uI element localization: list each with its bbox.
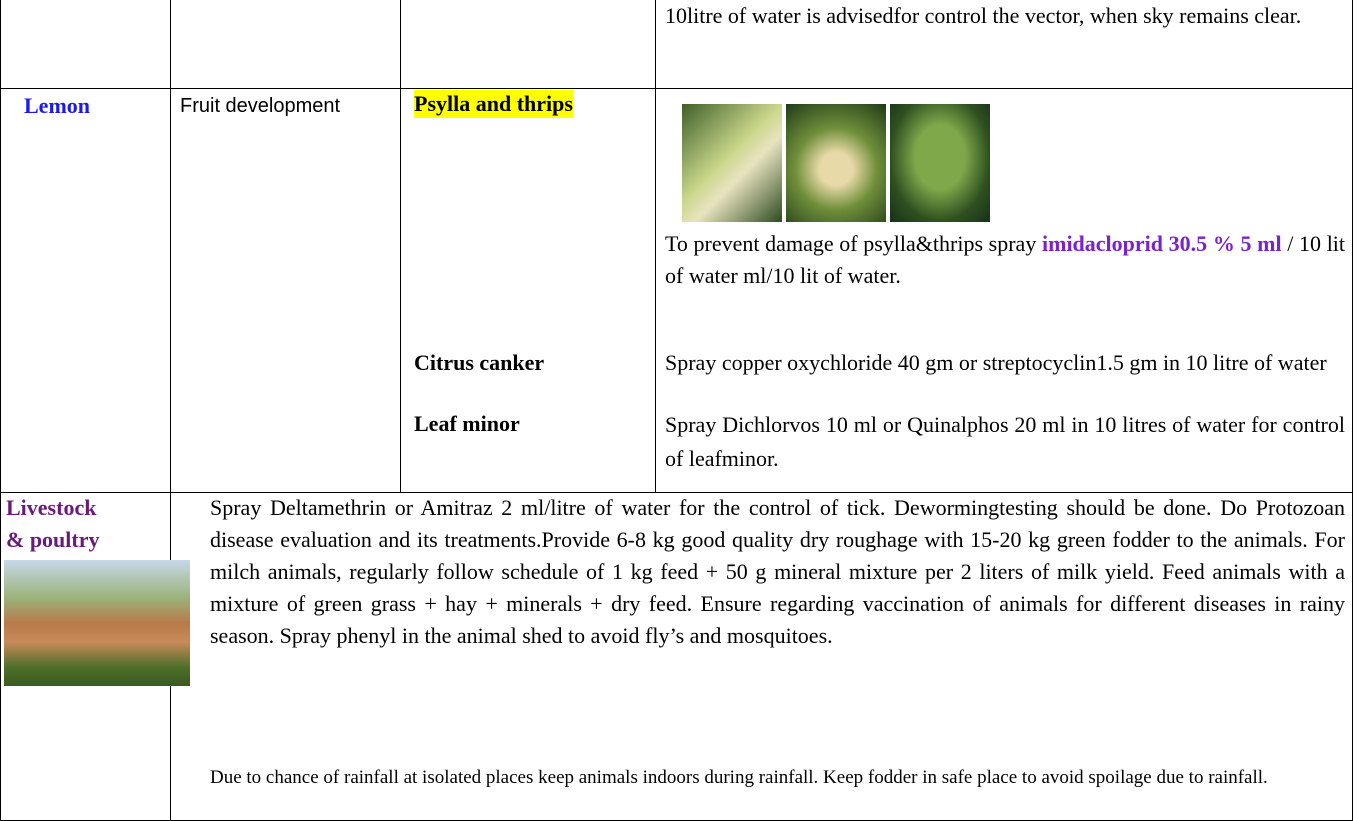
pest-name: Psylla and thrips bbox=[414, 90, 573, 118]
section-title: Livestock bbox=[6, 492, 96, 524]
advice: 10litre of water is advisedfor control t… bbox=[665, 0, 1345, 32]
advice: To prevent damage of psylla&thrips spray… bbox=[665, 228, 1345, 292]
border bbox=[400, 0, 401, 492]
advice: Spray Deltamethrin or Amitraz 2 ml/litre… bbox=[210, 492, 1345, 652]
section-title: & poultry bbox=[6, 524, 100, 556]
livestock-photo bbox=[4, 560, 190, 686]
photo bbox=[682, 104, 782, 222]
advice-text: To prevent damage of psylla&thrips spray bbox=[665, 231, 1036, 256]
note: Due to chance of rainfall at isolated pl… bbox=[210, 764, 1345, 791]
border bbox=[170, 0, 171, 821]
border bbox=[0, 0, 1, 821]
photo bbox=[890, 104, 990, 222]
chemical: imidacloprid 30.5 % 5 ml bbox=[1042, 231, 1282, 256]
crop: Lemon bbox=[24, 90, 90, 122]
pest-name: Citrus canker bbox=[414, 347, 544, 379]
border bbox=[1352, 0, 1353, 821]
border bbox=[655, 0, 656, 492]
border bbox=[0, 88, 1353, 89]
stage: Fruit development bbox=[180, 90, 350, 122]
page: 10litre of water is advisedfor control t… bbox=[0, 0, 1357, 821]
photo bbox=[786, 104, 886, 222]
pest-images bbox=[682, 104, 990, 222]
pest-name: Leaf minor bbox=[414, 408, 520, 440]
advice: Spray Dichlorvos 10 ml or Quinalphos 20 … bbox=[665, 408, 1345, 476]
advice: Spray copper oxychloride 40 gm or strept… bbox=[665, 347, 1345, 379]
